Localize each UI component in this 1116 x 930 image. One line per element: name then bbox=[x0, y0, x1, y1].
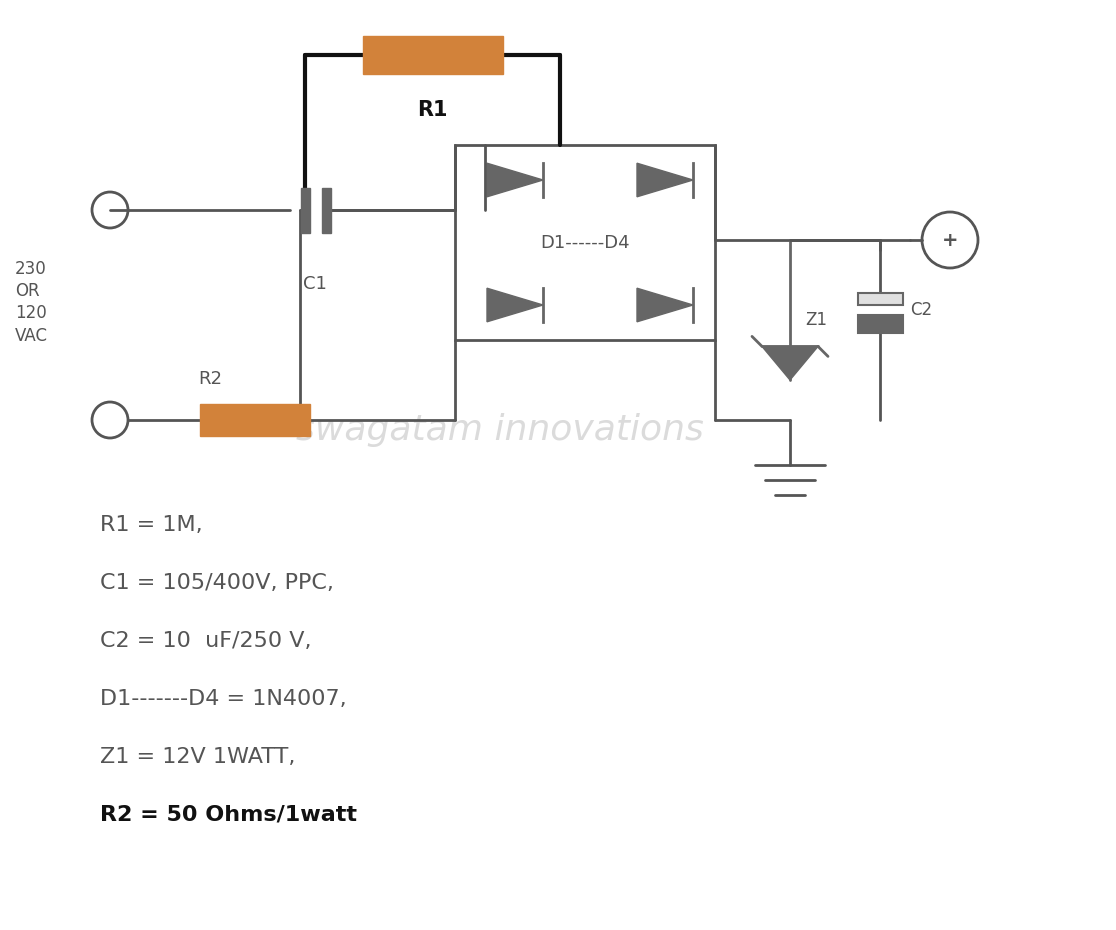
Bar bbox=[301, 188, 310, 232]
Text: R2: R2 bbox=[198, 370, 222, 388]
Text: 230
OR
120
VAC: 230 OR 120 VAC bbox=[15, 260, 48, 345]
Polygon shape bbox=[762, 346, 818, 380]
Polygon shape bbox=[637, 288, 693, 322]
Text: D1------D4: D1------D4 bbox=[540, 233, 629, 251]
Text: Z1 = 12V 1WATT,: Z1 = 12V 1WATT, bbox=[100, 747, 296, 767]
Polygon shape bbox=[637, 163, 693, 197]
Text: C2 = 10  uF/250 V,: C2 = 10 uF/250 V, bbox=[100, 631, 311, 651]
Text: R1: R1 bbox=[417, 100, 448, 120]
Text: Z1: Z1 bbox=[805, 311, 827, 329]
Text: C1: C1 bbox=[304, 275, 327, 293]
Polygon shape bbox=[487, 163, 543, 197]
Text: D1-------D4 = 1N4007,: D1-------D4 = 1N4007, bbox=[100, 689, 347, 709]
Bar bbox=[200, 404, 310, 436]
Text: C1 = 105/400V, PPC,: C1 = 105/400V, PPC, bbox=[100, 573, 334, 593]
Bar bbox=[323, 188, 331, 232]
Bar bbox=[857, 293, 903, 305]
Text: swagatam innovations: swagatam innovations bbox=[296, 413, 704, 447]
Bar bbox=[363, 36, 502, 74]
Text: R2 = 50 Ohms/1watt: R2 = 50 Ohms/1watt bbox=[100, 805, 357, 825]
Text: R1 = 1M,: R1 = 1M, bbox=[100, 515, 203, 535]
Polygon shape bbox=[487, 288, 543, 322]
Bar bbox=[455, 145, 715, 340]
Text: +: + bbox=[942, 231, 959, 249]
Text: C2: C2 bbox=[910, 301, 932, 319]
Bar bbox=[857, 315, 903, 333]
